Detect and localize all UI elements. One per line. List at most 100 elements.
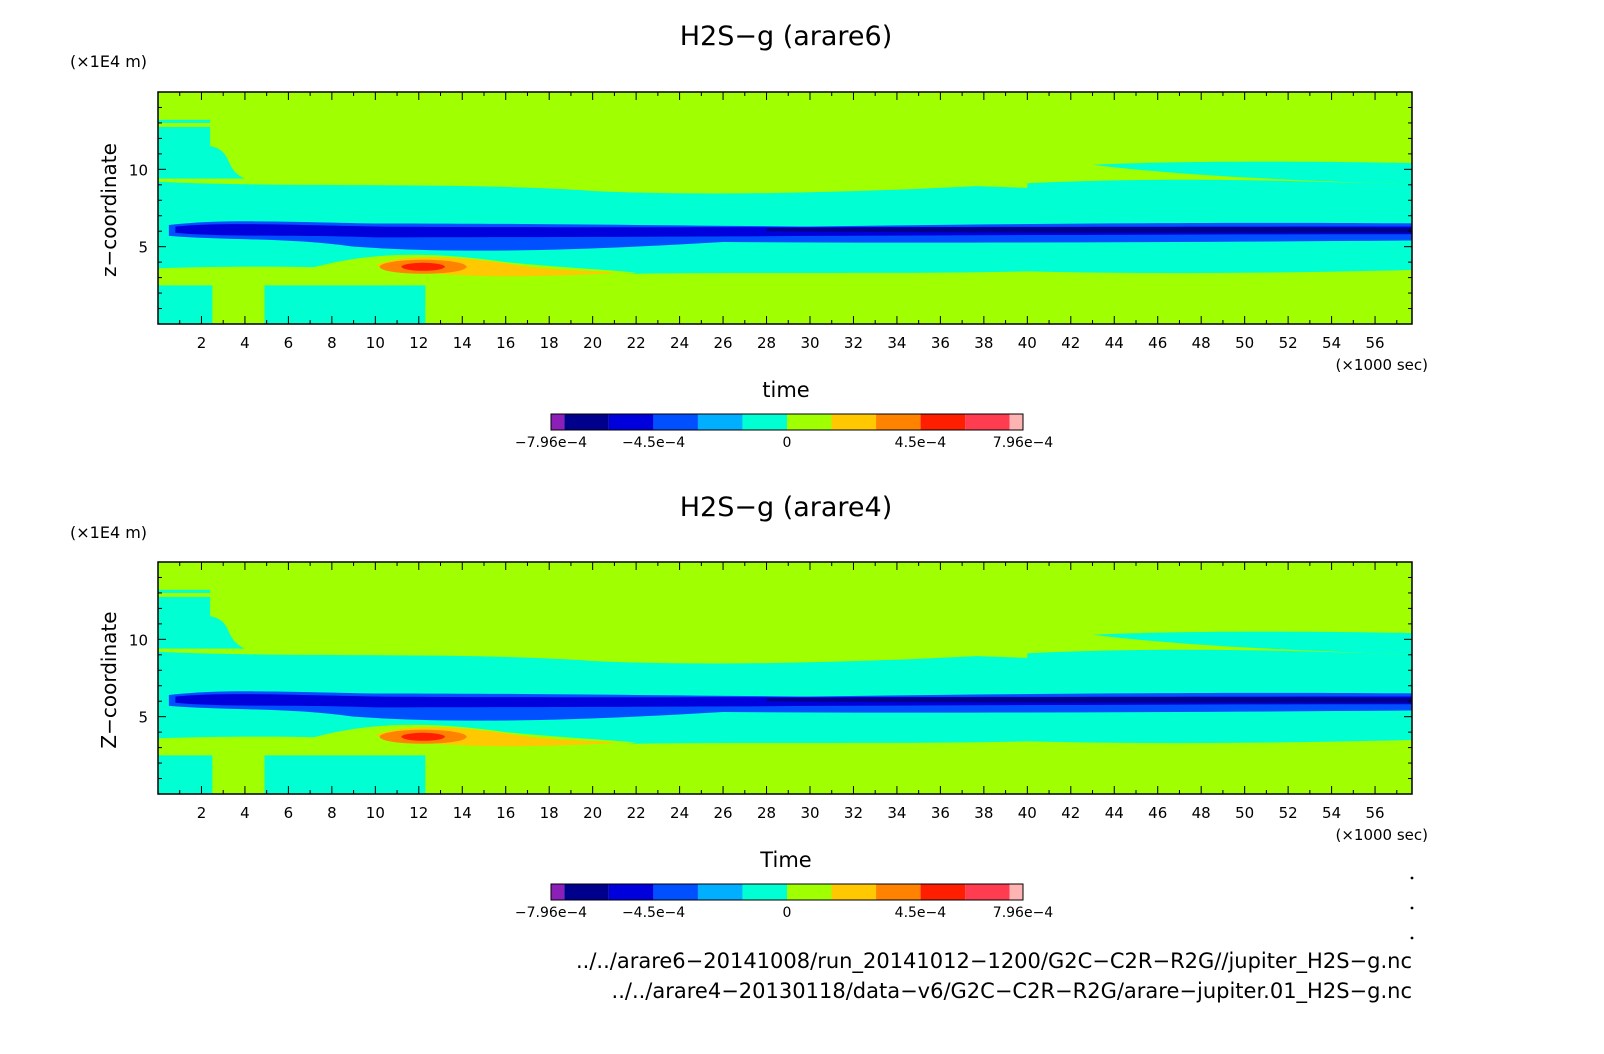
- x-tick-label: 52: [1279, 334, 1298, 352]
- colorbar-swatch: [876, 414, 921, 430]
- colorbar-swatch: [697, 414, 743, 430]
- x-tick-label: 52: [1279, 804, 1298, 822]
- colorbar-frame: [550, 883, 1024, 901]
- colorbar-swatch: [697, 884, 743, 900]
- colorbar-swatch: [742, 884, 787, 900]
- x-tick-label: 20: [583, 804, 602, 822]
- x-tick-label: 22: [627, 334, 646, 352]
- x-tick-label: 18: [540, 804, 559, 822]
- x-unit-label: (×1000 sec): [1335, 826, 1428, 844]
- x-tick-label: 38: [974, 334, 993, 352]
- y-tick-label: 5: [138, 239, 148, 257]
- colorbar-label: 4.5e−4: [895, 435, 947, 451]
- field-green-island: [853, 178, 1028, 188]
- x-tick-label: 2: [197, 804, 207, 822]
- footer-file-1: ../../arare6−20141008/run_20141012−1200/…: [576, 949, 1412, 974]
- panel-1: H2S−g (arare6)(×1E4 m)2 4 6 8 10 12 14 16 18 20 22…: [70, 21, 1428, 451]
- colorbar-swatch: [564, 414, 609, 430]
- colorbar-swatch: [920, 884, 966, 900]
- footer-dot: [1410, 906, 1414, 910]
- colorbar-swatch: [653, 884, 698, 900]
- colorbar-frame: [550, 413, 1024, 431]
- colorbar-swatch: [1009, 414, 1023, 430]
- field-upper-right: [1092, 631, 1412, 655]
- colorbar: −7.96e−4 −4.5e−4 0 4.5e−4 7.96e−4: [515, 413, 1054, 451]
- x-axis-label: Time: [759, 848, 811, 872]
- field-upper-left: [158, 589, 245, 649]
- colorbar-swatch: [831, 414, 877, 430]
- field-upper-right: [1092, 161, 1412, 185]
- x-tick-label: 24: [670, 804, 689, 822]
- x-tick-label: 36: [931, 334, 950, 352]
- colorbar-label: 0: [783, 435, 792, 451]
- x-tick-label: 40: [1018, 804, 1037, 822]
- field-deep-core: [766, 226, 1412, 233]
- x-tick-label: 6: [284, 804, 294, 822]
- x-tick-label: 4: [240, 334, 250, 352]
- x-axis-label: time: [762, 378, 809, 402]
- field-deep-core: [766, 696, 1412, 703]
- x-tick-label: 50: [1235, 334, 1254, 352]
- footer-file-2: ../../arare4−20130118/data−v6/G2C−C2R−R2…: [612, 979, 1412, 1004]
- x-tick-label: 56: [1366, 334, 1385, 352]
- field-lower-patch: [212, 753, 265, 794]
- x-tick-label: 20: [583, 334, 602, 352]
- plot-frame: [157, 91, 1413, 325]
- x-tick-label: 46: [1148, 804, 1167, 822]
- x-tick-label: 22: [627, 804, 646, 822]
- x-tick-label: 42: [1061, 804, 1080, 822]
- x-tick-label: 24: [670, 334, 689, 352]
- footer-dot: [1410, 876, 1414, 880]
- field-upper-gap: [158, 592, 356, 597]
- x-tick-label: 54: [1322, 804, 1341, 822]
- y-tick-label: 10: [129, 161, 148, 179]
- colorbar-label: −7.96e−4: [515, 905, 587, 921]
- x-tick-label: 48: [1192, 334, 1211, 352]
- field-upper-left: [158, 119, 245, 179]
- x-tick-label: 44: [1105, 804, 1124, 822]
- x-tick-label: 48: [1192, 804, 1211, 822]
- x-tick-label: 12: [409, 334, 428, 352]
- colorbar-label: −4.5e−4: [622, 435, 685, 451]
- field-lower-patch: [212, 283, 265, 324]
- colorbar-swatch: [787, 884, 832, 900]
- x-tick-label: 34: [887, 804, 906, 822]
- y-axis-label: z−coordinate: [97, 143, 121, 277]
- colorbar-swatch: [653, 414, 698, 430]
- panel-2: H2S−g (arare4)(×1E4 m)2 4 6 8 10 12 14 16 18 20 22…: [70, 492, 1428, 921]
- field-green-island: [853, 648, 1028, 658]
- x-tick-label: 18: [540, 334, 559, 352]
- x-tick-label: 50: [1235, 804, 1254, 822]
- colorbar-swatch: [608, 884, 654, 900]
- x-tick-label: 44: [1105, 334, 1124, 352]
- colorbar-label: 7.96e−4: [993, 905, 1054, 921]
- y-axis-label: Z−coordinate: [97, 611, 121, 748]
- footer-dot: [1410, 936, 1414, 940]
- colorbar-label: 0: [783, 905, 792, 921]
- plot-frame: [157, 561, 1413, 795]
- x-tick-label: 46: [1148, 334, 1167, 352]
- colorbar-swatch: [551, 414, 565, 430]
- colorbar-swatch: [1009, 884, 1023, 900]
- colorbar-swatch: [742, 414, 787, 430]
- y-tick-label: 10: [129, 631, 148, 649]
- x-tick-label: 30: [800, 334, 819, 352]
- x-tick-label: 14: [453, 804, 472, 822]
- x-tick-label: 54: [1322, 334, 1341, 352]
- x-tick-label: 16: [496, 804, 515, 822]
- x-tick-label: 56: [1366, 804, 1385, 822]
- field-upper-gap: [158, 122, 356, 127]
- x-tick-label: 12: [409, 804, 428, 822]
- x-tick-label: 8: [327, 334, 337, 352]
- x-tick-label: 38: [974, 804, 993, 822]
- x-tick-label: 4: [240, 804, 250, 822]
- colorbar-swatch: [787, 414, 832, 430]
- x-tick-label: 14: [453, 334, 472, 352]
- colorbar-label: 7.96e−4: [993, 435, 1054, 451]
- field-warm-red: [401, 732, 445, 741]
- x-tick-label: 42: [1061, 334, 1080, 352]
- colorbar-swatch: [920, 414, 966, 430]
- x-tick-label: 32: [844, 804, 863, 822]
- x-tick-label: 34: [887, 334, 906, 352]
